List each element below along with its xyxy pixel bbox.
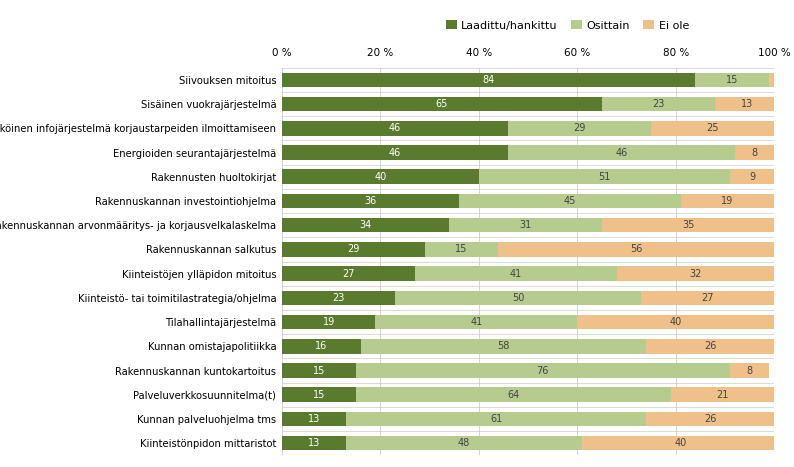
Bar [730, 363, 769, 378]
Text: 76: 76 [537, 366, 549, 375]
Bar [282, 315, 376, 329]
Text: 23: 23 [333, 293, 345, 303]
Bar [696, 72, 769, 87]
Bar [425, 242, 499, 257]
Text: 32: 32 [689, 269, 702, 279]
Text: 19: 19 [322, 317, 335, 327]
Text: 31: 31 [519, 220, 532, 230]
Text: 40: 40 [674, 438, 687, 448]
Text: 35: 35 [682, 220, 694, 230]
Bar [360, 339, 646, 354]
Bar [282, 266, 414, 281]
Bar [356, 363, 730, 378]
Text: 21: 21 [716, 390, 729, 400]
Text: 40: 40 [669, 317, 682, 327]
Text: 84: 84 [483, 75, 495, 85]
Text: 8: 8 [751, 148, 757, 157]
Bar [646, 339, 774, 354]
Text: 29: 29 [573, 123, 586, 133]
Bar [346, 436, 582, 451]
Text: 15: 15 [313, 390, 325, 400]
Bar [414, 266, 617, 281]
Bar [642, 290, 774, 305]
Text: 56: 56 [630, 244, 642, 255]
Text: 61: 61 [490, 414, 502, 424]
Text: 13: 13 [741, 99, 754, 109]
Text: 50: 50 [512, 293, 524, 303]
Text: 15: 15 [456, 244, 468, 255]
Bar [356, 388, 671, 402]
Bar [730, 170, 774, 184]
Bar [479, 170, 730, 184]
Text: 8: 8 [746, 366, 753, 375]
Text: 41: 41 [470, 317, 483, 327]
Bar [282, 436, 346, 451]
Bar [282, 145, 508, 160]
Text: 27: 27 [342, 269, 355, 279]
Text: 36: 36 [364, 196, 376, 206]
Bar [282, 72, 696, 87]
Bar [282, 170, 479, 184]
Legend: Laadittu/hankittu, Osittain, Ei ole: Laadittu/hankittu, Osittain, Ei ole [441, 16, 694, 35]
Bar [282, 412, 346, 426]
Text: 27: 27 [701, 293, 714, 303]
Text: 51: 51 [598, 172, 611, 182]
Text: 19: 19 [721, 196, 734, 206]
Bar [582, 436, 779, 451]
Bar [395, 290, 642, 305]
Text: 29: 29 [347, 244, 360, 255]
Bar [602, 97, 715, 111]
Bar [282, 218, 449, 233]
Bar [459, 194, 680, 208]
Text: 15: 15 [313, 366, 325, 375]
Bar [449, 218, 602, 233]
Text: 26: 26 [704, 414, 716, 424]
Text: 58: 58 [497, 341, 510, 351]
Text: 46: 46 [389, 148, 401, 157]
Text: 48: 48 [458, 438, 470, 448]
Bar [617, 266, 774, 281]
Bar [508, 145, 734, 160]
Text: 13: 13 [308, 414, 320, 424]
Text: 46: 46 [389, 123, 401, 133]
Bar [577, 315, 774, 329]
Bar [769, 72, 774, 87]
Text: 15: 15 [727, 75, 738, 85]
Text: 65: 65 [436, 99, 448, 109]
Text: 23: 23 [653, 99, 665, 109]
Text: 41: 41 [510, 269, 522, 279]
Bar [282, 194, 459, 208]
Bar [346, 412, 646, 426]
Text: 26: 26 [704, 341, 716, 351]
Bar [282, 290, 395, 305]
Text: 16: 16 [315, 341, 327, 351]
Bar [715, 97, 779, 111]
Bar [734, 145, 774, 160]
Bar [680, 194, 774, 208]
Bar [282, 242, 425, 257]
Bar [282, 363, 356, 378]
Bar [282, 388, 356, 402]
Text: 9: 9 [749, 172, 755, 182]
Bar [671, 388, 774, 402]
Text: 46: 46 [615, 148, 628, 157]
Bar [602, 218, 774, 233]
Text: 25: 25 [707, 123, 719, 133]
Text: 64: 64 [507, 390, 519, 400]
Text: 40: 40 [374, 172, 387, 182]
Text: 34: 34 [360, 220, 372, 230]
Bar [499, 242, 774, 257]
Bar [508, 121, 651, 135]
Bar [651, 121, 774, 135]
Text: 13: 13 [308, 438, 320, 448]
Bar [376, 315, 577, 329]
Bar [282, 121, 508, 135]
Bar [282, 97, 602, 111]
Text: 45: 45 [564, 196, 576, 206]
Bar [282, 339, 360, 354]
Bar [646, 412, 774, 426]
